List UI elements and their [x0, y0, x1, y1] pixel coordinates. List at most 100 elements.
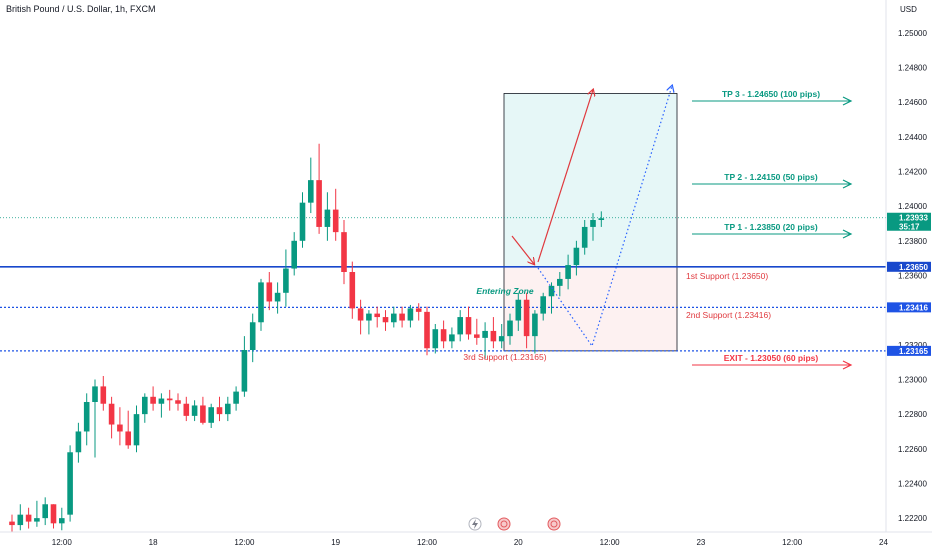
candle-body: [507, 320, 513, 337]
candle-body: [274, 292, 281, 302]
price-tag-box: [887, 261, 931, 272]
support-levels: [0, 217, 886, 352]
candle-body: [399, 313, 405, 321]
tp1-arrowhead: [842, 229, 853, 239]
candle-body: [166, 398, 173, 401]
price-tag-box: [887, 302, 931, 313]
time-tick-label: 12:00: [600, 538, 621, 547]
candle-body: [17, 514, 24, 526]
time-tick-label: 12:00: [234, 538, 255, 547]
entering-zone-label: Entering Zone: [476, 286, 533, 296]
time-tick-label: 23: [696, 538, 705, 547]
candle-body: [357, 308, 364, 321]
candle-body: [142, 396, 148, 415]
candle-body: [283, 268, 289, 293]
candle-body: [565, 265, 571, 279]
time-tick-label: 19: [331, 538, 340, 547]
candle-body: [83, 402, 90, 432]
candle-body: [42, 504, 48, 519]
candle-body: [374, 313, 380, 318]
candle-body: [324, 209, 331, 227]
candle-body: [590, 220, 596, 227]
candle-body: [598, 218, 605, 220]
candle-body: [391, 313, 397, 323]
candle-body: [457, 317, 463, 335]
event-markers[interactable]: [468, 517, 561, 531]
candle-body: [108, 403, 115, 425]
price-tick-label: 1.22800: [898, 410, 927, 419]
price-axis-ticks[interactable]: 1.25000 1.24800 1.24600 1.24400 1.24200 1.240…: [898, 29, 927, 523]
candle-body: [133, 414, 140, 446]
exit-arrowhead: [842, 360, 853, 370]
price-tick-label: 1.23000: [898, 375, 927, 384]
candle-body: [158, 398, 165, 404]
candle-body: [258, 282, 264, 323]
price-tick-label: 1.25000: [898, 29, 927, 38]
support-3-label: 3rd Support (1.23165): [463, 352, 546, 362]
time-tick-label: 12:00: [52, 538, 73, 547]
price-tick-label: 1.23800: [898, 237, 927, 246]
candle-body: [249, 322, 256, 350]
price-tick-label: 1.24800: [898, 63, 927, 72]
candle-body: [191, 405, 198, 416]
candle-body: [532, 313, 538, 337]
lightning-icon[interactable]: [468, 517, 482, 531]
candle-body: [332, 209, 339, 233]
candle-body: [523, 299, 530, 337]
candle-body: [75, 431, 82, 453]
exit-label: EXIT - 1.23050 (60 pips): [724, 353, 819, 363]
candle-body: [581, 226, 588, 248]
candle-body: [465, 317, 472, 335]
candle-body: [440, 329, 447, 342]
candle-body: [100, 386, 107, 404]
time-tick-label: 20: [514, 538, 523, 547]
support-1-label: 1st Support (1.23650): [686, 271, 768, 281]
time-axis-ticks[interactable]: 12:00 18 12:00 19 12:00 20 12:00 23 12:00 24: [52, 538, 889, 547]
tp3-label: TP 3 - 1.24650 (100 pips): [722, 89, 820, 99]
candle-body: [432, 329, 439, 349]
price-tick-label: 1.23600: [898, 271, 927, 280]
candle-body: [299, 202, 306, 241]
currency-label: USD: [900, 5, 917, 14]
candle-body: [573, 247, 580, 266]
candle-body: [308, 180, 314, 203]
candle-body: [183, 403, 190, 416]
price-tag-label: 1.23650: [899, 263, 928, 272]
candle-body: [515, 299, 522, 321]
price-tag-box: [887, 212, 931, 231]
candle-body: [67, 452, 73, 515]
price-tick-label: 1.24000: [898, 202, 927, 211]
flag-event-icon[interactable]: [547, 517, 561, 531]
candle-body: [407, 308, 414, 321]
candle-body: [557, 278, 563, 286]
price-tick-label: 1.22200: [898, 514, 927, 523]
price-tag-label: 1.23933: [899, 214, 928, 223]
candle-body: [25, 514, 32, 522]
time-tick-label: 12:00: [782, 538, 803, 547]
candle-body: [490, 330, 497, 342]
candle-body: [59, 518, 65, 524]
candle-body: [548, 285, 555, 297]
price-tick-label: 1.23200: [898, 341, 927, 350]
tp3-arrowhead: [842, 96, 853, 106]
trade-zones: [503, 93, 678, 352]
candle-body: [200, 405, 206, 423]
candle-body: [241, 350, 248, 392]
candle-body: [382, 317, 389, 323]
candle-body: [216, 407, 223, 415]
candle-body: [474, 334, 480, 338]
price-tick-label: 1.24400: [898, 133, 927, 142]
candle-body: [415, 308, 422, 312]
candle-body: [424, 311, 430, 349]
trade-drawings: [511, 86, 853, 370]
candle-body: [341, 232, 347, 272]
candle-body: [208, 407, 214, 423]
candles: [9, 143, 605, 532]
price-tick-label: 1.24600: [898, 98, 927, 107]
flag-event-icon[interactable]: [497, 517, 511, 531]
countdown-label: 35:17: [899, 223, 920, 232]
price-tag-label: 1.23165: [899, 347, 928, 356]
candle-body: [50, 504, 57, 524]
